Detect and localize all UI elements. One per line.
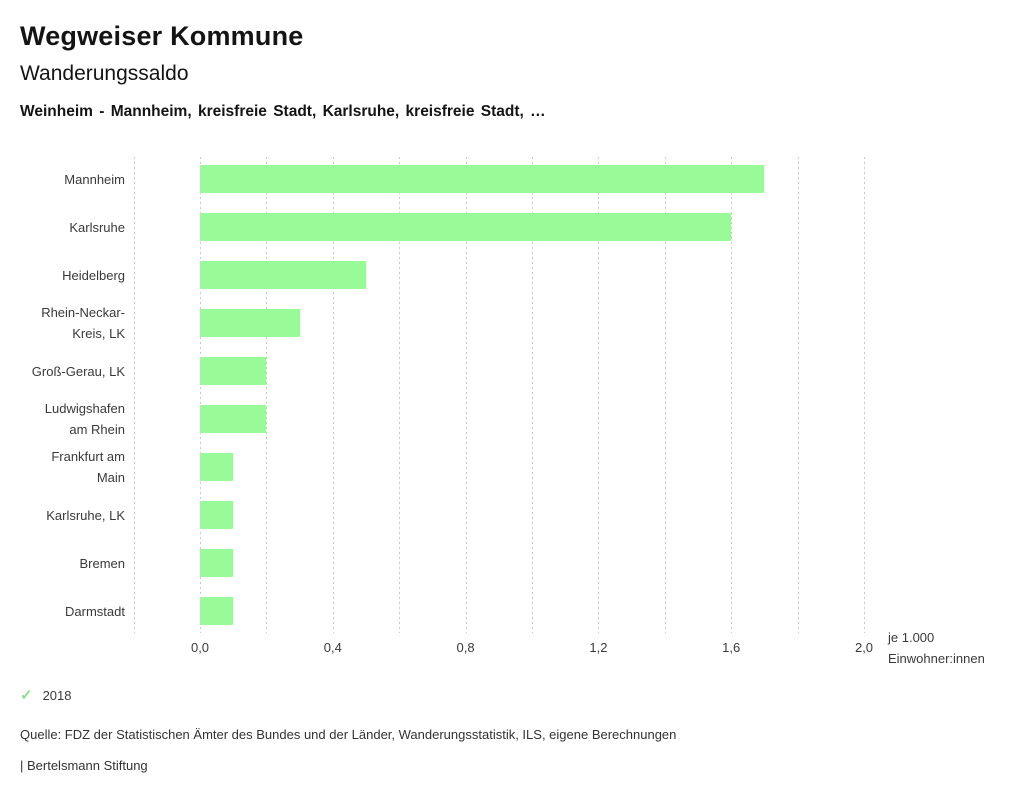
value-bar	[200, 405, 267, 433]
bar-row: Bremen	[0, 539, 1024, 587]
gridline	[133, 157, 135, 633]
category-label: Karlsruhe	[69, 219, 125, 235]
branding-text: | Bertelsmann Stiftung	[20, 758, 148, 773]
check-icon: ✓	[20, 687, 33, 704]
value-bar	[200, 213, 732, 241]
bar-row: Darmstadt	[0, 587, 1024, 635]
x-axis-tick-label: 0,4	[323, 640, 342, 655]
gridline	[200, 157, 201, 633]
value-bar	[200, 501, 234, 529]
gridline	[532, 157, 533, 633]
value-bar	[200, 453, 234, 481]
unit-label-line-1: je 1.000	[888, 630, 935, 645]
value-bar	[200, 309, 300, 337]
gridline	[598, 157, 600, 633]
indicator-title: Wanderungssaldo	[20, 62, 189, 85]
bar-row: Frankfurt am Main	[0, 443, 1024, 491]
x-axis-tick-label: 0,0	[190, 640, 210, 655]
category-label: Heidelberg	[62, 267, 125, 283]
gridline	[797, 157, 799, 633]
category-label: Darmstadt	[65, 603, 125, 619]
category-label: Ludwigshafen am Rhein	[44, 401, 125, 437]
bar-row: Heidelberg	[0, 251, 1024, 299]
x-axis-tick-label: 0,8	[456, 640, 475, 655]
gridline	[664, 157, 666, 633]
brand-title: Wegweiser Kommune	[20, 21, 304, 51]
value-bar	[200, 549, 234, 577]
category-label: Rhein-Neckar- Kreis, LK	[41, 305, 125, 341]
category-label: Bremen	[79, 555, 125, 571]
comparison-subtitle: Weinheim - Mannheim, kreisfreie Stadt, K…	[20, 103, 546, 120]
category-label: Frankfurt am Main	[51, 449, 125, 485]
year-legend-item[interactable]: ✓ 2018	[20, 688, 72, 703]
value-bar	[200, 165, 765, 193]
year-label: 2018	[42, 688, 72, 703]
x-axis-tick-label: 1,2	[589, 640, 608, 655]
bar-row: Karlsruhe, LK	[0, 491, 1024, 539]
bar-row: Karlsruhe	[0, 203, 1024, 251]
gridline	[399, 157, 401, 633]
plot-area: Mannheim Karlsruhe Heidelberg Rhein-Neckar-…	[0, 155, 1024, 635]
category-label: Mannheim	[64, 171, 125, 187]
category-label: Karlsruhe, LK	[46, 507, 125, 523]
gridline	[864, 157, 865, 633]
gridline	[731, 157, 733, 633]
bar-row: Groß-Gerau, LK	[0, 347, 1024, 395]
gridline	[465, 157, 467, 633]
category-label: Groß-Gerau, LK	[31, 363, 125, 379]
bar-row: Mannheim	[0, 155, 1024, 203]
value-bar	[200, 261, 366, 289]
gridline	[266, 157, 268, 633]
value-bar	[200, 357, 267, 385]
bar-row: Ludwigshafen am Rhein	[0, 395, 1024, 443]
gridline	[332, 157, 334, 633]
x-axis-tick-label: 1,6	[722, 640, 741, 655]
x-axis-tick-label: 2,0	[854, 640, 874, 655]
unit-label-line-2: Einwohner:innen	[888, 651, 985, 666]
bar-row: Rhein-Neckar- Kreis, LK	[0, 299, 1024, 347]
value-bar	[200, 597, 234, 625]
source-text: Quelle: FDZ der Statistischen Ämter des …	[20, 727, 677, 742]
